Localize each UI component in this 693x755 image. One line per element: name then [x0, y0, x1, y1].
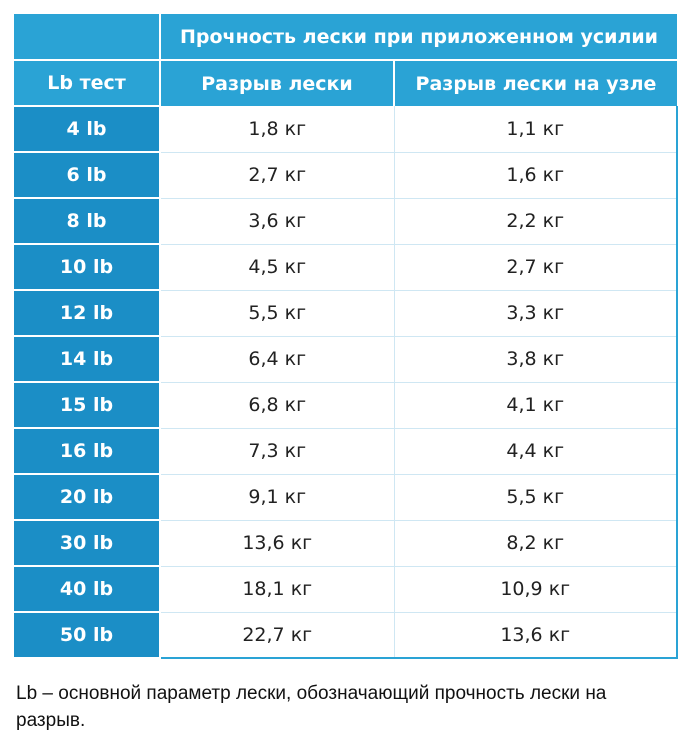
table-row: 15 lb 6,8 кг 4,1 кг — [14, 382, 678, 429]
table-row: 10 lb 4,5 кг 2,7 кг — [14, 244, 678, 291]
table-row: 14 lb 6,4 кг 3,8 кг — [14, 336, 678, 383]
footnote: Lb – основной параметр лески, обозначающ… — [16, 683, 607, 731]
row-knot: 2,2 кг — [394, 198, 678, 245]
row-break: 6,8 кг — [160, 382, 395, 429]
table-body: 4 lb 1,8 кг 1,1 кг 6 lb 2,7 кг 1,6 кг 8 … — [14, 106, 678, 659]
table-row: 6 lb 2,7 кг 1,6 кг — [14, 152, 678, 199]
table-row: 12 lb 5,5 кг 3,3 кг — [14, 290, 678, 337]
top-header: Прочность лески при приложенном усилии — [160, 14, 677, 61]
row-knot: 4,4 кг — [394, 428, 678, 475]
row-knot: 5,5 кг — [394, 474, 678, 521]
row-lb: 16 lb — [14, 428, 161, 475]
row-break: 2,7 кг — [160, 152, 395, 199]
knot-break-header: Разрыв лески на узле — [394, 60, 677, 106]
row-lb: 20 lb — [14, 474, 161, 521]
row-knot: 4,1 кг — [394, 382, 678, 429]
row-break: 22,7 кг — [160, 612, 395, 659]
table-row: 20 lb 9,1 кг 5,5 кг — [14, 474, 678, 521]
row-break: 13,6 кг — [160, 520, 395, 567]
table-row: 8 lb 3,6 кг 2,2 кг — [14, 198, 678, 245]
row-break: 5,5 кг — [160, 290, 395, 337]
row-lb: 12 lb — [14, 290, 161, 337]
row-lb: 8 lb — [14, 198, 161, 245]
lb-test-header: Lb тест — [14, 60, 161, 107]
row-knot: 13,6 кг — [394, 612, 678, 659]
row-break: 7,3 кг — [160, 428, 395, 475]
table-row: 40 lb 18,1 кг 10,9 кг — [14, 566, 678, 613]
row-knot: 3,8 кг — [394, 336, 678, 383]
row-lb: 50 lb — [14, 612, 161, 659]
row-break: 1,8 кг — [160, 106, 395, 153]
row-break: 3,6 кг — [160, 198, 395, 245]
row-lb: 10 lb — [14, 244, 161, 291]
table-row: 50 lb 22,7 кг 13,6 кг — [14, 612, 678, 659]
table-row: 16 lb 7,3 кг 4,4 кг — [14, 428, 678, 475]
row-knot: 10,9 кг — [394, 566, 678, 613]
table-row: 4 lb 1,8 кг 1,1 кг — [14, 106, 678, 153]
row-break: 6,4 кг — [160, 336, 395, 383]
row-lb: 15 lb — [14, 382, 161, 429]
row-break: 4,5 кг — [160, 244, 395, 291]
break-header: Разрыв лески — [160, 60, 395, 106]
row-knot: 1,1 кг — [394, 106, 678, 153]
row-break: 18,1 кг — [160, 566, 395, 613]
row-knot: 8,2 кг — [394, 520, 678, 567]
row-lb: 40 lb — [14, 566, 161, 613]
strength-table-container: Прочность лески при приложенном усилии L… — [14, 14, 678, 659]
table-corner — [14, 14, 161, 61]
table-row: 30 lb 13,6 кг 8,2 кг — [14, 520, 678, 567]
row-break: 9,1 кг — [160, 474, 395, 521]
row-knot: 1,6 кг — [394, 152, 678, 199]
row-lb: 30 lb — [14, 520, 161, 567]
row-knot: 3,3 кг — [394, 290, 678, 337]
line-strength-table: Прочность лески при приложенном усилии L… — [14, 14, 678, 659]
row-lb: 14 lb — [14, 336, 161, 383]
row-knot: 2,7 кг — [394, 244, 678, 291]
row-lb: 4 lb — [14, 106, 161, 153]
row-lb: 6 lb — [14, 152, 161, 199]
